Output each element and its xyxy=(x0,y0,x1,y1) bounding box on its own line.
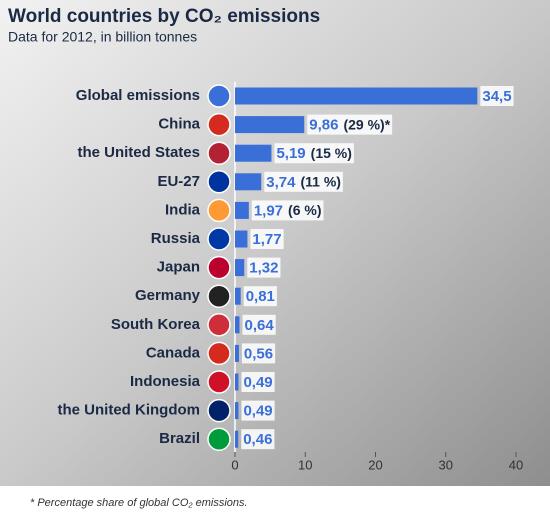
flag-icon xyxy=(207,313,231,337)
flag-icon xyxy=(207,370,231,394)
category-label: India xyxy=(165,201,201,218)
flag-icon xyxy=(207,112,231,137)
x-tick-label: 30 xyxy=(439,457,453,472)
chart-title: World countries by CO₂ emissions xyxy=(8,6,320,27)
bar xyxy=(235,87,478,105)
flag-icon xyxy=(207,284,231,308)
category-label: Global emissions xyxy=(76,87,200,104)
bar xyxy=(235,287,241,305)
value-label: 0,56 xyxy=(244,345,273,362)
value-label: 0,49 xyxy=(243,374,272,391)
category-label: Russia xyxy=(151,230,201,247)
value-label-background xyxy=(241,372,275,392)
bar xyxy=(235,402,239,420)
value-label: 3,74 xyxy=(266,174,296,191)
value-label: 0,81 xyxy=(246,288,275,305)
x-tick-label: 20 xyxy=(368,457,382,472)
bar xyxy=(235,230,248,248)
flag-icon xyxy=(207,255,231,280)
bar xyxy=(235,201,249,219)
bar xyxy=(235,430,239,448)
value-label-background xyxy=(250,229,284,249)
footnote: * Percentage share of global CO₂ emissio… xyxy=(30,497,248,509)
bar xyxy=(235,144,272,162)
category-label: Indonesia xyxy=(130,373,201,390)
category-label: Germany xyxy=(135,287,201,304)
flag-icon xyxy=(207,198,231,223)
category-label: the United States xyxy=(77,144,200,161)
value-label: 34,5 xyxy=(482,88,511,105)
flag-icon xyxy=(207,227,231,251)
category-label: China xyxy=(158,116,200,133)
value-label: 0,49 xyxy=(243,403,272,420)
value-label-background xyxy=(241,343,276,364)
category-label: Japan xyxy=(157,259,200,276)
value-label: 1,32 xyxy=(249,260,278,277)
value-label: 9,86 xyxy=(309,117,338,134)
category-label: Brazil xyxy=(159,430,200,447)
flag-icon xyxy=(207,84,231,108)
bar xyxy=(235,373,239,391)
share-label: (29 %)* xyxy=(343,116,390,132)
value-label-background xyxy=(307,114,393,135)
value-label-background xyxy=(241,429,275,450)
footer-background xyxy=(0,486,550,522)
bar xyxy=(235,116,305,134)
value-label-background xyxy=(241,400,275,421)
value-label: 1,97 xyxy=(254,202,283,219)
value-label-background xyxy=(264,171,343,192)
category-label: the United Kingdom xyxy=(58,402,201,419)
value-label-background xyxy=(480,86,514,106)
value-label-background xyxy=(251,200,324,221)
bar xyxy=(235,259,245,277)
x-tick-label: 0 xyxy=(231,457,238,472)
bar xyxy=(235,344,239,362)
value-label: 1,77 xyxy=(252,231,281,248)
flag-icon xyxy=(207,141,231,165)
value-label-background xyxy=(247,257,281,278)
share-label: (15 %) xyxy=(311,145,352,161)
chart-subtitle: Data for 2012, in billion tonnes xyxy=(8,29,197,45)
category-label: EU-27 xyxy=(157,173,200,190)
value-label: 5,19 xyxy=(276,145,305,162)
share-label: (11 %) xyxy=(300,174,340,190)
bar xyxy=(235,173,262,191)
value-label-background xyxy=(242,314,276,335)
x-tick-label: 10 xyxy=(298,457,312,472)
value-label: 0,46 xyxy=(243,431,272,448)
value-label-background xyxy=(243,286,277,307)
category-label: Canada xyxy=(146,344,201,361)
value-label-background xyxy=(274,143,354,164)
x-tick-label: 40 xyxy=(509,457,523,472)
flag-icon xyxy=(207,427,231,451)
category-label: South Korea xyxy=(111,316,201,333)
share-label: (6 %) xyxy=(288,202,321,218)
bar xyxy=(235,316,240,334)
flag-icon xyxy=(207,398,231,423)
flag-icon xyxy=(207,170,231,194)
value-label: 0,64 xyxy=(244,317,274,334)
flag-icon xyxy=(207,341,231,366)
